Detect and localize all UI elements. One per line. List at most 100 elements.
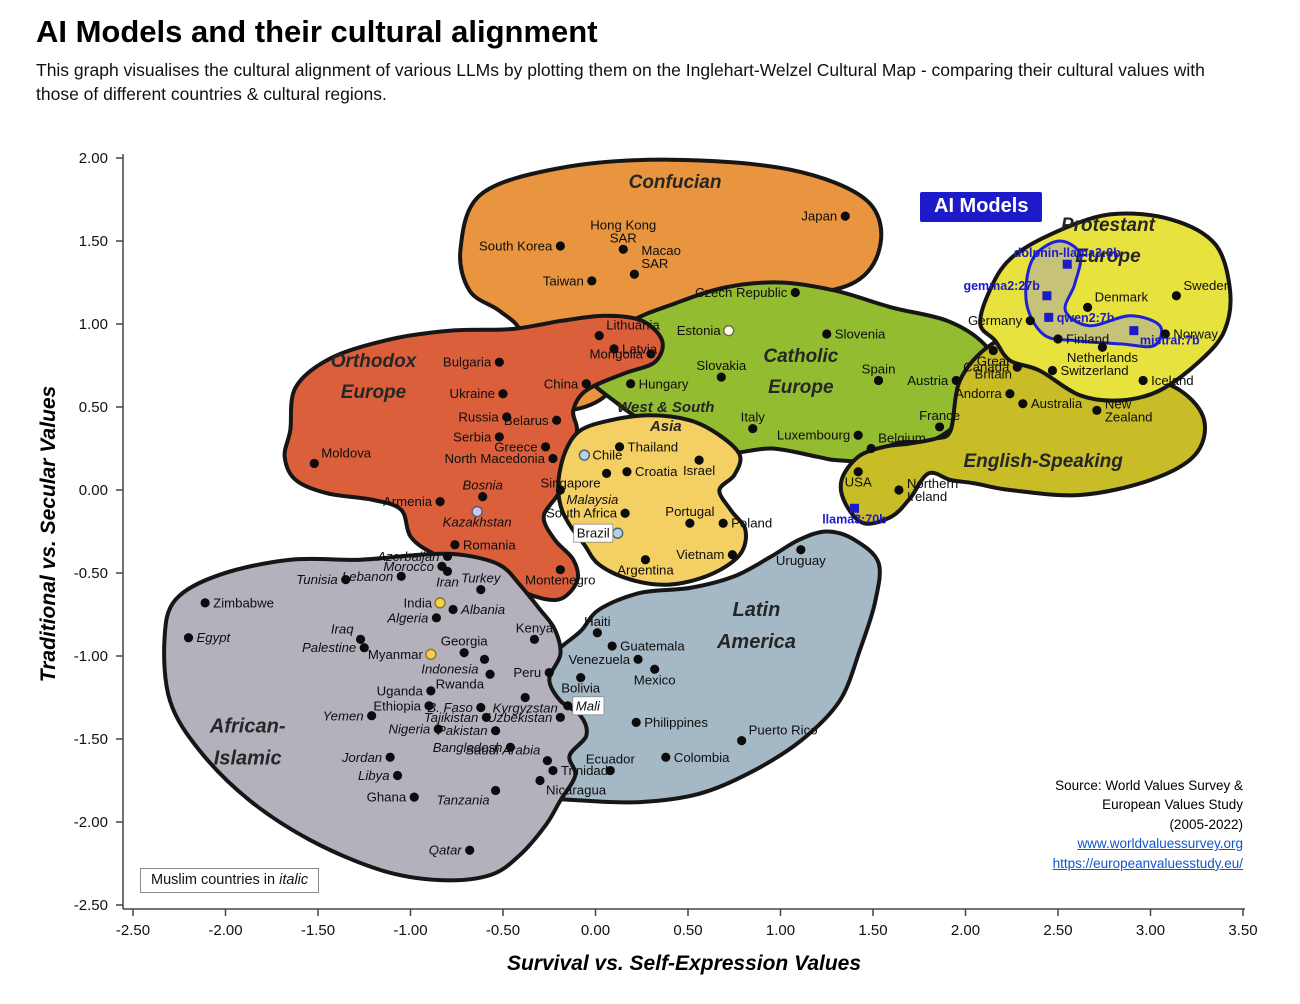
country-dot [481,712,491,723]
country-label: Lithuania [606,318,660,333]
country-label: Armenia [383,494,433,509]
region-label-african-islamic: African-Islamic [209,715,286,769]
evs-link[interactable]: https://europeanvaluesstudy.eu/ [1052,855,1243,871]
country-dot [555,565,565,575]
country-label: Nigeria [388,722,430,737]
country-dot [1005,389,1015,399]
y-tick-label: 0.00 [79,482,108,499]
country-dot [450,540,460,550]
country-dot [622,467,632,477]
ai-model-label: qwen2:7b [1057,311,1115,325]
country-dot [555,712,565,723]
x-tick-label: 3.00 [1136,922,1165,939]
country-label: Belgium [878,431,926,446]
country-label: Serbia [453,429,492,444]
country-dot [646,349,656,359]
muslim-note-text: Muslim countries in [151,872,280,888]
country-label: Uzbekistan [487,710,552,725]
country-label: France [919,408,960,423]
muslim-countries-note: Muslim countries in italic [140,868,320,893]
x-tick-label: -1.50 [301,922,335,939]
country-dot [442,551,453,561]
country-dot [563,701,573,711]
country-label: Andorra [955,386,1003,401]
country-label: Finland [1066,331,1109,346]
country-label: Tanzania [437,792,490,807]
country-dot [448,604,458,615]
ai-model-label: gemma2:27b [963,279,1040,293]
country-label: Luxembourg [777,428,850,443]
country-dot [951,375,961,386]
country-label: Morocco [383,559,434,574]
page-title: AI Models and their cultural alignment [36,14,598,49]
country-dot [540,442,551,452]
country-label: Qatar [429,843,463,858]
country-label: B. Faso [427,700,472,715]
y-tick-label: -2.00 [74,814,108,831]
country-dot [459,648,469,658]
country-dot [555,485,565,495]
region-label-orthodox-europe: Orthodox Europe [331,351,418,403]
country-label: Pakistan [437,723,488,738]
country-dot [426,686,436,696]
region-label-west-south-asia: West & South Asia [617,399,714,435]
country-dot [640,555,651,565]
country-label: Chile [592,448,622,463]
region-label-catholic-europe: Catholic Europe [763,346,838,398]
y-tick-label: -2.50 [74,897,108,914]
country-label: Spain [862,361,896,376]
country-dot [502,412,512,422]
country-dot [341,575,351,585]
page-subtitle: This graph visualises the cultural align… [36,60,1205,105]
country-label: Singapore [540,475,600,490]
country-label: Austria [907,373,949,388]
y-tick-label: -0.50 [74,565,108,582]
country-dot [396,571,406,581]
country-label: Macao SAR [641,243,681,271]
country-label: Bosnia [462,478,502,493]
country-label: Brazil [577,526,610,541]
country-dot [494,432,504,442]
country-label: Denmark [1095,289,1149,304]
country-label: Algeria [386,610,428,625]
country-label: China [544,376,579,391]
label-box [573,523,614,543]
country-dot [542,755,553,766]
ai-model-marker [1044,312,1054,322]
x-tick-label: 3.50 [1228,922,1257,939]
country-dot [592,628,602,638]
country-label: Poland [731,516,772,531]
country-label: Azerbaijan [376,549,439,564]
country-label: Ecuador [586,752,636,767]
country-label: Ethiopia [373,698,421,713]
country-label: Saudi Arabia [465,743,540,758]
country-dot [1025,316,1035,326]
country-label: Bangladesh [433,740,503,755]
ai-model-marker [1042,291,1052,301]
country-dot [359,643,369,653]
label-box [572,696,605,716]
country-dot [425,648,437,661]
cultural-map-chart: 2.00 1.50 1.00 0.50 0.00 -0.50 -1.00 -1.50 -2.00… [37,150,1258,975]
x-tick-label: -2.00 [208,922,242,939]
country-dot [431,613,441,623]
country-label: Japan [801,209,837,224]
country-label: Uruguay [776,553,826,568]
wvs-link[interactable]: www.worldvaluessurvey.org [1077,836,1243,852]
country-dot [520,692,530,703]
country-label: Australia [1031,396,1083,411]
country-dot [988,345,998,356]
country-label: North Macedonia [445,451,546,466]
country-label: Northern Ireland [907,476,958,504]
country-dot [626,379,636,389]
country-label: Lebanon [342,569,393,584]
country-dot [576,672,586,683]
country-label: Kenya [516,620,554,635]
country-label: Kyrgyzstan [493,701,558,716]
country-dot [723,324,735,337]
country-label: Kazakhstan [443,515,512,530]
country-dot [485,669,495,679]
country-dot [494,357,504,367]
country-label: Uganda [377,683,424,698]
country-dot [718,518,728,528]
